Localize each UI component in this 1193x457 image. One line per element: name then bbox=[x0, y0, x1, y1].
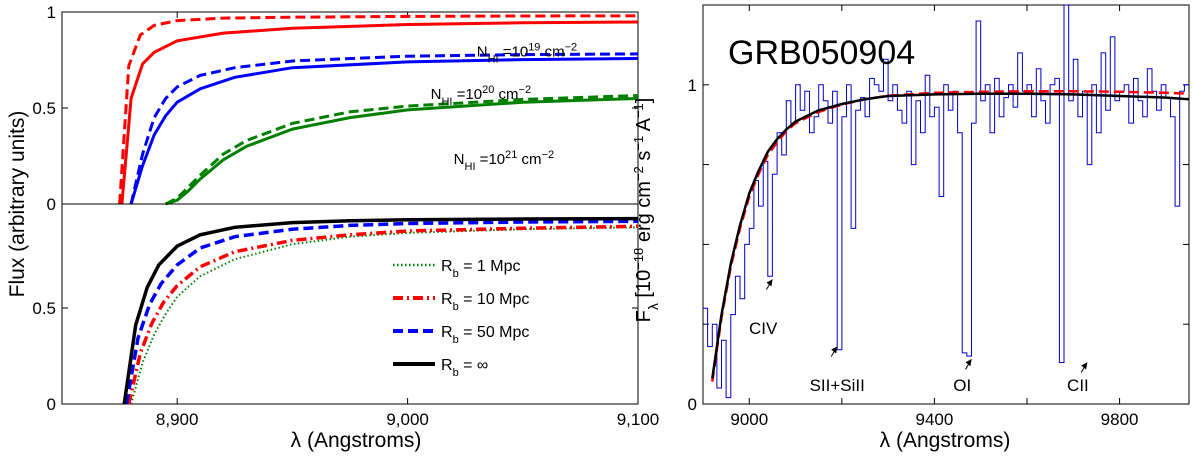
text-part: b bbox=[453, 367, 459, 379]
text-part: N bbox=[431, 86, 442, 103]
line-label-2: OI bbox=[953, 376, 971, 395]
legend-label-1: Rb = 10 Mpc bbox=[441, 291, 529, 313]
series-line-3 bbox=[129, 52, 639, 205]
text-part: cm bbox=[540, 44, 564, 61]
text-part: HI bbox=[441, 96, 452, 108]
left-top-frame bbox=[61, 11, 639, 205]
text-part: = 50 Mpc bbox=[459, 324, 530, 341]
text-part: R bbox=[441, 357, 453, 374]
text-part: −2 bbox=[542, 149, 555, 161]
line-label-arrowhead-2 bbox=[965, 359, 972, 367]
series-line-1 bbox=[127, 224, 639, 405]
text-part: ] bbox=[633, 98, 655, 104]
text-part: λ bbox=[645, 303, 661, 310]
right-chart-title: GRB050904 bbox=[728, 34, 915, 72]
series-line-2 bbox=[124, 219, 639, 405]
text-part: −1 bbox=[631, 103, 646, 118]
text-part: −18 bbox=[631, 248, 646, 270]
text-part: erg cm bbox=[633, 181, 655, 248]
text-part: −1 bbox=[631, 136, 646, 151]
y-tick-label: 1 bbox=[47, 3, 56, 22]
text-part: N bbox=[477, 44, 488, 61]
series-line-3 bbox=[122, 216, 639, 405]
series-line-2 bbox=[129, 57, 639, 205]
y-tick-label: 0 bbox=[47, 395, 56, 414]
legend-label-2: Rb = 50 Mpc bbox=[441, 324, 529, 346]
y-tick-label: 0 bbox=[47, 195, 56, 214]
text-part: cm bbox=[494, 86, 518, 103]
text-part: R bbox=[441, 258, 453, 275]
text-part: = ∞ bbox=[459, 357, 489, 374]
text-part: [10 bbox=[633, 270, 655, 303]
text-part: = 10 Mpc bbox=[459, 291, 530, 308]
left-y-axis-label: Flux (arbitrary units) bbox=[6, 111, 29, 298]
x-tick-label: 9800 bbox=[1101, 410, 1139, 429]
series-line-0 bbox=[130, 226, 639, 405]
x-tick-label: 9400 bbox=[916, 410, 954, 429]
line-label-arrowhead-1 bbox=[831, 346, 838, 354]
text-part: −2 bbox=[565, 42, 578, 54]
text-part: HI bbox=[488, 54, 499, 66]
text-part: =10 bbox=[499, 44, 529, 61]
x-tick-label: 9,100 bbox=[617, 410, 660, 429]
y-tick-label: 0 bbox=[688, 395, 697, 414]
text-part: 19 bbox=[528, 42, 540, 54]
text-part: =10 bbox=[476, 151, 506, 168]
text-part: F bbox=[633, 310, 655, 322]
right-panel: 9000 9400 9800 0 1 CIV SII+SiII OI CII bbox=[688, 4, 1190, 429]
text-part: HI bbox=[465, 161, 476, 173]
text-part: b bbox=[453, 268, 459, 280]
series-line-5 bbox=[165, 94, 639, 206]
text-part: s bbox=[633, 151, 655, 167]
annotation-0: NHI =1019 cm−2 bbox=[477, 42, 577, 66]
left-x-axis-label: λ (Angstroms) bbox=[291, 429, 422, 452]
y-tick-label: 0.5 bbox=[32, 299, 56, 318]
model-line-0 bbox=[711, 92, 1190, 379]
y-tick-label: 0.5 bbox=[32, 99, 56, 118]
text-part: b bbox=[453, 301, 459, 313]
annotation-1: NHI =1020 cm−2 bbox=[431, 84, 531, 108]
right-y-axis-label: Fλ [10−18 erg cm−2 s−1 A−1] bbox=[631, 98, 662, 323]
line-label-arrowhead-3 bbox=[1081, 362, 1088, 370]
line-label-1: SII+SiII bbox=[810, 376, 865, 395]
legend-label-3: Rb = ∞ bbox=[441, 357, 488, 379]
series-line-0 bbox=[120, 20, 639, 205]
text-part: −2 bbox=[519, 84, 532, 96]
x-tick-label: 8,900 bbox=[156, 410, 199, 429]
text-part: b bbox=[453, 334, 459, 346]
model-line-1 bbox=[711, 89, 1190, 382]
right-frame bbox=[702, 4, 1190, 405]
series-line-4 bbox=[165, 96, 639, 206]
text-part: A bbox=[633, 117, 655, 135]
line-label-3: CII bbox=[1067, 376, 1089, 395]
line-label-0: CIV bbox=[749, 319, 778, 338]
text-part: = 1 Mpc bbox=[459, 258, 521, 275]
text-part: 21 bbox=[505, 149, 517, 161]
line-label-arrowhead-0 bbox=[766, 279, 773, 287]
left-bottom-frame bbox=[61, 203, 639, 405]
legend-label-0: Rb = 1 Mpc bbox=[441, 258, 521, 280]
annotation-2: NHI =1021 cm−2 bbox=[454, 149, 554, 173]
text-part: R bbox=[441, 291, 453, 308]
x-tick-label: 9,000 bbox=[386, 410, 429, 429]
text-part: cm bbox=[517, 151, 541, 168]
observed-spectrum-line bbox=[703, 4, 1189, 399]
text-part: N bbox=[454, 151, 465, 168]
y-tick-label: 1 bbox=[688, 76, 697, 95]
text-part: 20 bbox=[482, 84, 494, 96]
right-x-axis-label: λ (Angstroms) bbox=[880, 429, 1011, 452]
text-part: R bbox=[441, 324, 453, 341]
text-part: =10 bbox=[452, 86, 482, 103]
x-tick-label: 9000 bbox=[730, 410, 768, 429]
text-part: −2 bbox=[631, 166, 646, 181]
series-line-1 bbox=[118, 14, 639, 205]
